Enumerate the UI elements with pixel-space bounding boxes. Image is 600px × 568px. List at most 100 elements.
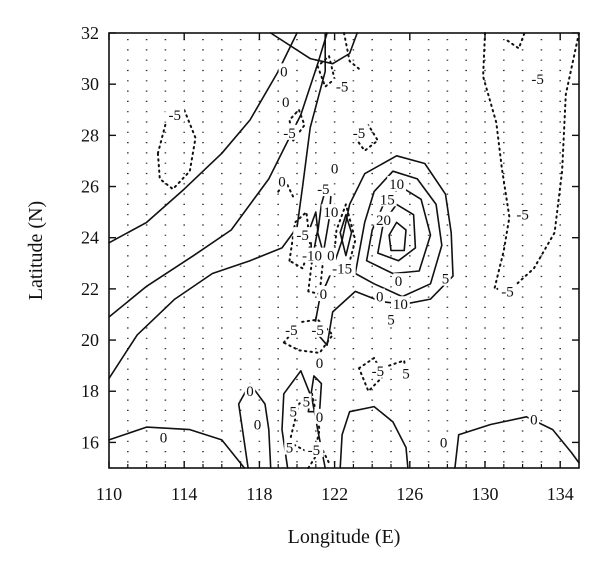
contour-16 <box>454 416 580 469</box>
contour-label-bg <box>281 321 301 337</box>
contour-2 <box>108 32 328 318</box>
contour-label: -5 <box>296 228 309 244</box>
contour-label: 5 <box>289 405 297 421</box>
contour-label-bg <box>318 286 329 301</box>
axis-ticks: 110 114 118 122 126 130 134 16 18 20 22 24 26 28 30 32 <box>81 23 579 504</box>
negative-contour-31 <box>506 32 526 50</box>
contour-15 <box>339 213 353 257</box>
contour-label: -15 <box>332 261 352 277</box>
contour-label-bg <box>313 181 333 197</box>
y-tick-label: 30 <box>81 74 99 94</box>
contour-label: 0 <box>316 410 324 426</box>
contour-0 <box>108 32 298 244</box>
y-tick-label: 22 <box>81 279 99 299</box>
contour-label-bg <box>284 439 295 455</box>
contour-label: -5 <box>317 182 330 198</box>
contour-label-bg <box>280 94 291 110</box>
contour-label: 0 <box>530 412 538 428</box>
x-tick-label: 130 <box>472 484 499 504</box>
y-tick-label: 28 <box>81 125 99 145</box>
contour-label: 20 <box>376 213 391 229</box>
contour-label: 0 <box>440 435 448 451</box>
negative-contour-30 <box>343 32 360 70</box>
contour-label: 10 <box>389 177 404 193</box>
contour-label-bg <box>314 408 325 424</box>
contour-label-bg <box>301 393 312 409</box>
y-tick-label: 16 <box>81 432 99 452</box>
contour-label: -5 <box>501 284 514 300</box>
contour-label-bg <box>440 270 451 286</box>
contour-label-bg <box>374 211 393 227</box>
y-tick-label: 24 <box>81 228 99 248</box>
contour-label-bg <box>293 227 313 243</box>
contour-label-bg <box>165 106 185 122</box>
contour-label-bg <box>528 71 548 87</box>
x-tick-label: 110 <box>96 484 122 504</box>
contour-label-bg <box>298 247 326 263</box>
negative-contour-26 <box>282 318 334 354</box>
contour-label: 5 <box>402 366 410 382</box>
contour-label-bg <box>513 206 532 222</box>
contour-label: 0 <box>327 249 335 265</box>
contour-label: 0 <box>331 162 339 178</box>
y-tick-label: 26 <box>81 177 99 197</box>
contour-label: 0 <box>282 95 290 111</box>
contour-label-bg <box>368 362 388 378</box>
contour-9 <box>354 170 443 298</box>
contour-label: -5 <box>311 323 324 339</box>
contour-label: 5 <box>286 441 294 457</box>
contour-label: 0 <box>160 430 168 446</box>
contour-label-bg <box>498 283 517 299</box>
contour-label-bg <box>393 273 404 289</box>
contour-label-bg <box>288 403 299 419</box>
contour-label-bg <box>349 124 369 140</box>
x-axis-label: Longitude (E) <box>288 526 401 548</box>
contour-label: -5 <box>308 443 321 459</box>
contour-label-bg <box>252 416 263 432</box>
contour-label: -10 <box>302 249 322 265</box>
contour-label-bg <box>276 173 288 189</box>
contour-label: -5 <box>336 80 349 96</box>
contour-label: -5 <box>353 126 366 142</box>
x-tick-label: 114 <box>171 484 197 504</box>
contour-label-bg <box>325 247 337 263</box>
contour-7 <box>339 405 409 469</box>
contour-label: 0 <box>278 174 286 190</box>
contour-label: 0 <box>254 418 262 434</box>
contour-label: -5 <box>169 108 182 124</box>
negative-contour-24 <box>331 203 357 272</box>
contour-label-bg <box>374 288 385 304</box>
contour-6 <box>281 370 326 469</box>
contour-label: 5 <box>303 394 311 410</box>
contour-label-bg <box>321 204 341 220</box>
contour-label: 0 <box>320 287 328 303</box>
contour-label-bg <box>391 296 410 312</box>
contour-label: 0 <box>316 356 324 372</box>
negative-contour-19 <box>482 32 580 290</box>
contour-label-bg <box>278 63 290 79</box>
contour-label-bg <box>438 434 449 450</box>
contour-label: 0 <box>246 384 254 400</box>
x-tick-label: 122 <box>321 484 348 504</box>
contour-label-bg <box>308 321 328 337</box>
contour-label-bg <box>400 365 412 381</box>
x-tick-label: 126 <box>396 484 423 504</box>
x-tick-label: 118 <box>246 484 272 504</box>
x-tick-label: 134 <box>547 484 574 504</box>
contour-lines <box>108 32 580 469</box>
contour-label: -5 <box>516 208 529 224</box>
contour-12 <box>388 221 407 252</box>
grid-dots <box>127 39 562 466</box>
contour-label-bg <box>158 429 169 445</box>
y-axis-label: Latitude (N) <box>25 201 47 300</box>
contour-label: 10 <box>323 205 338 221</box>
y-tick-label: 20 <box>81 330 99 350</box>
contour-1 <box>108 32 326 380</box>
contour-label: -5 <box>372 364 385 380</box>
plot-frame <box>108 32 580 469</box>
contour-label: 0 <box>376 290 384 306</box>
contour-label: 0 <box>395 274 403 290</box>
contour-label-bg <box>387 175 407 191</box>
